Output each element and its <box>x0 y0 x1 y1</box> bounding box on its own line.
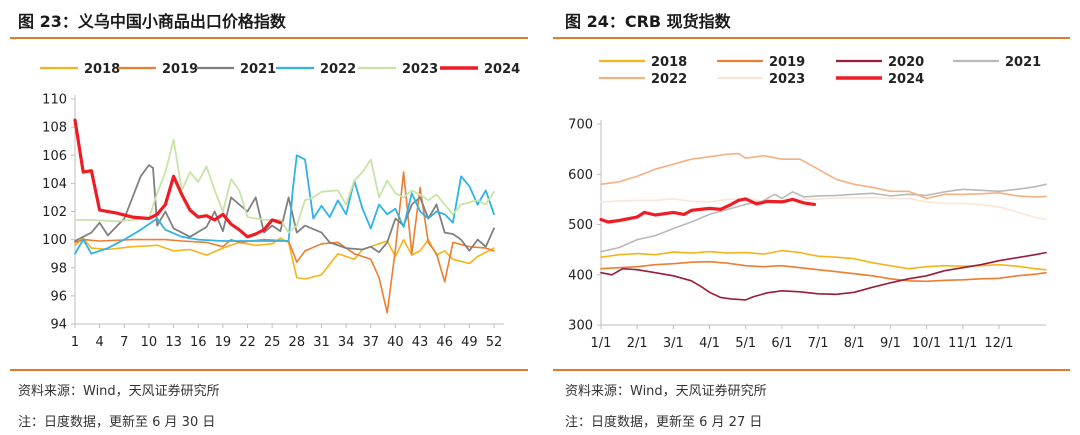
legend-item-2022: 2022 <box>276 62 356 77</box>
series-line-2022 <box>600 152 1047 200</box>
x-tick-label: 12/1 <box>984 336 1013 351</box>
legend-label: 2022 <box>651 72 687 87</box>
footer-rule <box>10 369 528 371</box>
x-tick-label: 46 <box>436 335 453 350</box>
x-tick-label: 4 <box>96 335 104 350</box>
legend-label: 2023 <box>769 72 805 87</box>
x-tick-label: 37 <box>362 335 379 350</box>
x-tick-label: 43 <box>412 335 429 350</box>
y-tick-label: 400 <box>568 268 593 283</box>
series-line-2023 <box>600 196 1047 221</box>
y-tick-label: 700 <box>568 118 593 133</box>
note-text: 注：日度数据，更新至 6 月 27 日 <box>565 415 763 430</box>
x-tick-label: 10 <box>141 335 158 350</box>
legend-item-2024: 2024 <box>836 72 924 87</box>
x-tick-label: 49 <box>461 335 478 350</box>
x-tick-label: 31 <box>313 335 330 350</box>
legend-item-2024: 2024 <box>440 62 520 77</box>
x-tick-label: 1 <box>71 335 79 350</box>
y-tick-label: 106 <box>42 149 67 164</box>
x-tick-label: 16 <box>190 335 207 350</box>
left-panel: 图 23：义乌中国小商品出口价格指数 2018 2019 2021 2022 2023 2… <box>10 12 528 430</box>
legend-item-2023: 2023 <box>358 62 438 77</box>
title-rule <box>10 37 528 39</box>
y-tick-label: 94 <box>50 318 67 333</box>
series-line-2021 <box>74 164 495 254</box>
x-tick-label: 34 <box>338 335 355 350</box>
legend-label: 2018 <box>84 62 120 77</box>
note-text: 注：日度数据，更新至 6 月 30 日 <box>18 415 216 430</box>
legend-item-2021: 2021 <box>196 62 276 77</box>
x-tick-label: 1/1 <box>591 336 612 351</box>
y-tick-label: 102 <box>42 205 67 220</box>
y-tick-label: 100 <box>42 233 67 248</box>
legend-item-2023: 2023 <box>717 72 805 87</box>
legend-label: 2024 <box>484 62 520 77</box>
y-tick-label: 96 <box>50 289 67 304</box>
y-tick-label: 104 <box>42 177 67 192</box>
y-tick-label: 600 <box>568 168 593 183</box>
x-tick-label: 52 <box>486 335 503 350</box>
x-tick-label: 7/1 <box>808 336 829 351</box>
legend-label: 2020 <box>888 55 924 70</box>
series-line-2024 <box>73 118 282 239</box>
legend-label: 2021 <box>1005 55 1041 70</box>
x-tick-label: 2/1 <box>627 336 648 351</box>
x-tick-label: 4/1 <box>699 336 720 351</box>
series-line-2020 <box>600 251 1047 301</box>
legend-item-2021: 2021 <box>953 55 1041 70</box>
yiwu-export-price-chart: 2018 2019 2021 2022 2023 20249496981001021041… <box>40 62 520 350</box>
x-tick-label: 13 <box>165 335 182 350</box>
x-tick-label: 8/1 <box>844 336 865 351</box>
chart-title: 图 23：义乌中国小商品出口价格指数 <box>18 12 286 31</box>
footer-rule <box>553 369 1070 371</box>
chart-title: 图 24：CRB 现货指数 <box>565 12 731 31</box>
y-tick-label: 108 <box>42 121 67 136</box>
title-rule <box>553 37 1070 39</box>
legend-label: 2022 <box>320 62 356 77</box>
x-tick-label: 6/1 <box>771 336 792 351</box>
y-tick-label: 98 <box>50 261 67 276</box>
series-line-2018 <box>74 237 495 280</box>
y-tick-label: 300 <box>568 319 593 334</box>
y-tick-label: 500 <box>568 218 593 233</box>
legend-label: 2019 <box>162 62 198 77</box>
x-tick-label: 11/1 <box>948 336 977 351</box>
legend-label: 2021 <box>240 62 276 77</box>
series-line-2023 <box>74 138 495 234</box>
legend-label: 2018 <box>651 55 687 70</box>
legend-item-2019: 2019 <box>118 62 198 77</box>
series-line-2021 <box>600 183 1047 253</box>
x-tick-label: 9/1 <box>880 336 901 351</box>
right-panel: 图 24：CRB 现货指数 2018 2019 2020 2021 2022 2023 20… <box>553 0 1080 435</box>
legend-item-2018: 2018 <box>599 55 687 70</box>
x-tick-label: 5/1 <box>735 336 756 351</box>
legend-item-2018: 2018 <box>40 62 120 77</box>
x-tick-label: 40 <box>387 335 404 350</box>
source-text: 资料来源：Wind，天风证券研究所 <box>565 384 767 399</box>
legend-item-2019: 2019 <box>717 55 805 70</box>
x-tick-label: 22 <box>239 335 256 350</box>
x-tick-label: 19 <box>215 335 232 350</box>
series-line-2019 <box>600 260 1047 283</box>
x-tick-label: 7 <box>120 335 128 350</box>
source-text: 资料来源：Wind，天风证券研究所 <box>18 384 220 399</box>
series-line-2024 <box>599 197 817 224</box>
legend-label: 2019 <box>769 55 805 70</box>
series-line-2022 <box>74 154 495 255</box>
x-tick-label: 28 <box>289 335 306 350</box>
legend-item-2020: 2020 <box>836 55 924 70</box>
x-tick-label: 3/1 <box>663 336 684 351</box>
x-tick-label: 25 <box>264 335 281 350</box>
x-tick-label: 10/1 <box>912 336 941 351</box>
y-tick-label: 110 <box>42 93 67 108</box>
series-line-2019 <box>74 171 495 314</box>
crb-spot-index-chart: 2018 2019 2020 2021 2022 2023 2024 300 400 500 600… <box>568 55 1047 351</box>
series-line-2018 <box>600 249 1047 271</box>
legend-label: 2023 <box>402 62 438 77</box>
legend-item-2022: 2022 <box>599 72 687 87</box>
legend-label: 2024 <box>888 72 924 87</box>
